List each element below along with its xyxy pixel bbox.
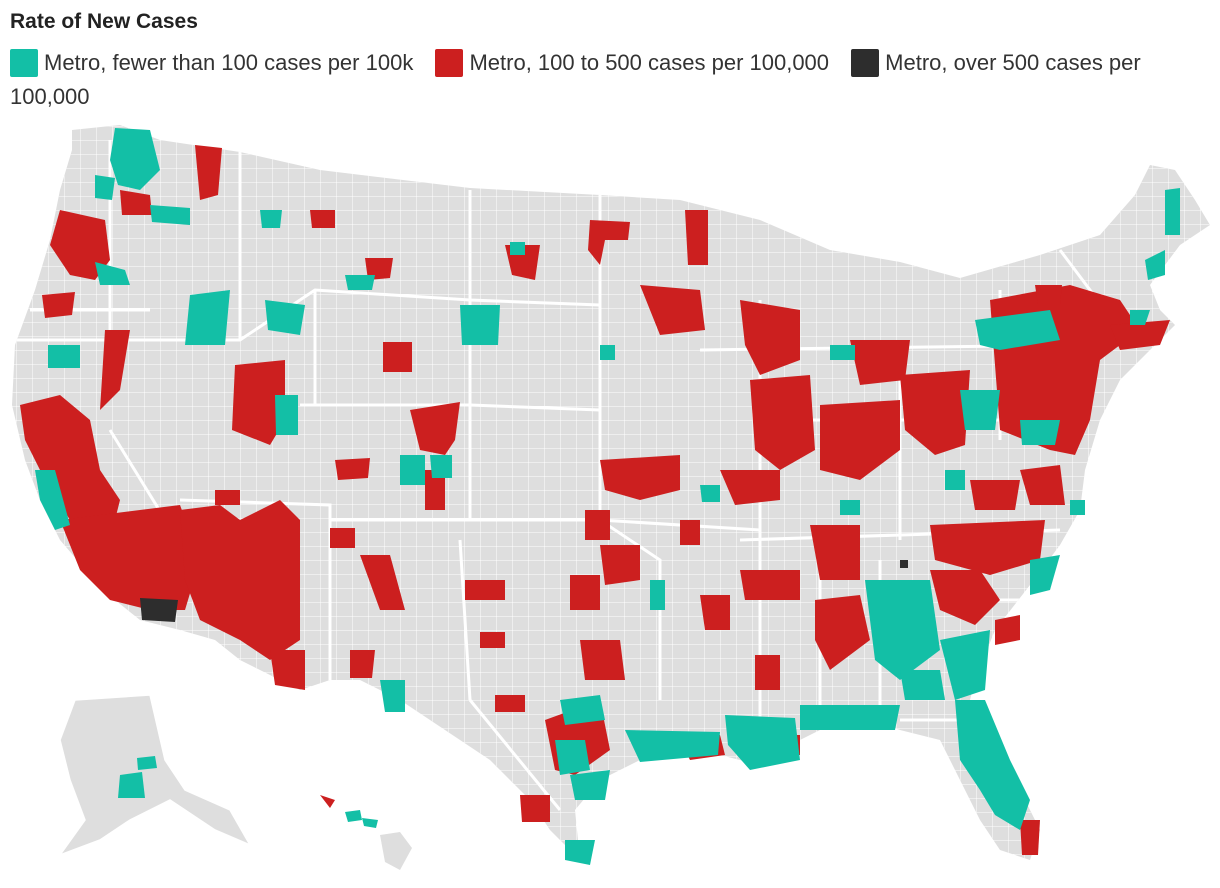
legend-swatch-low <box>10 49 38 77</box>
legend-swatch-high <box>851 49 880 77</box>
chart-title: Rate of New Cases <box>10 10 198 33</box>
metro-counties-high <box>140 560 908 622</box>
alaska <box>57 694 252 857</box>
hawaii <box>320 795 412 870</box>
legend-label-high: Metro, over 500 cases per 100,000 <box>10 50 1141 109</box>
legend: Metro, fewer than 100 cases per 100k Met… <box>10 46 1210 114</box>
legend-label-low: Metro, fewer than 100 cases per 100k <box>44 50 414 75</box>
legend-label-mid: Metro, 100 to 500 cases per 100,000 <box>469 50 830 75</box>
legend-item-high: Metro, over 500 cases per 100,000 <box>10 49 1141 109</box>
legend-swatch-mid <box>435 49 464 77</box>
legend-item-mid: Metro, 100 to 500 cases per 100,000 <box>435 49 830 77</box>
metro-counties-low <box>35 128 1180 865</box>
legend-item-low: Metro, fewer than 100 cases per 100k <box>10 49 414 77</box>
